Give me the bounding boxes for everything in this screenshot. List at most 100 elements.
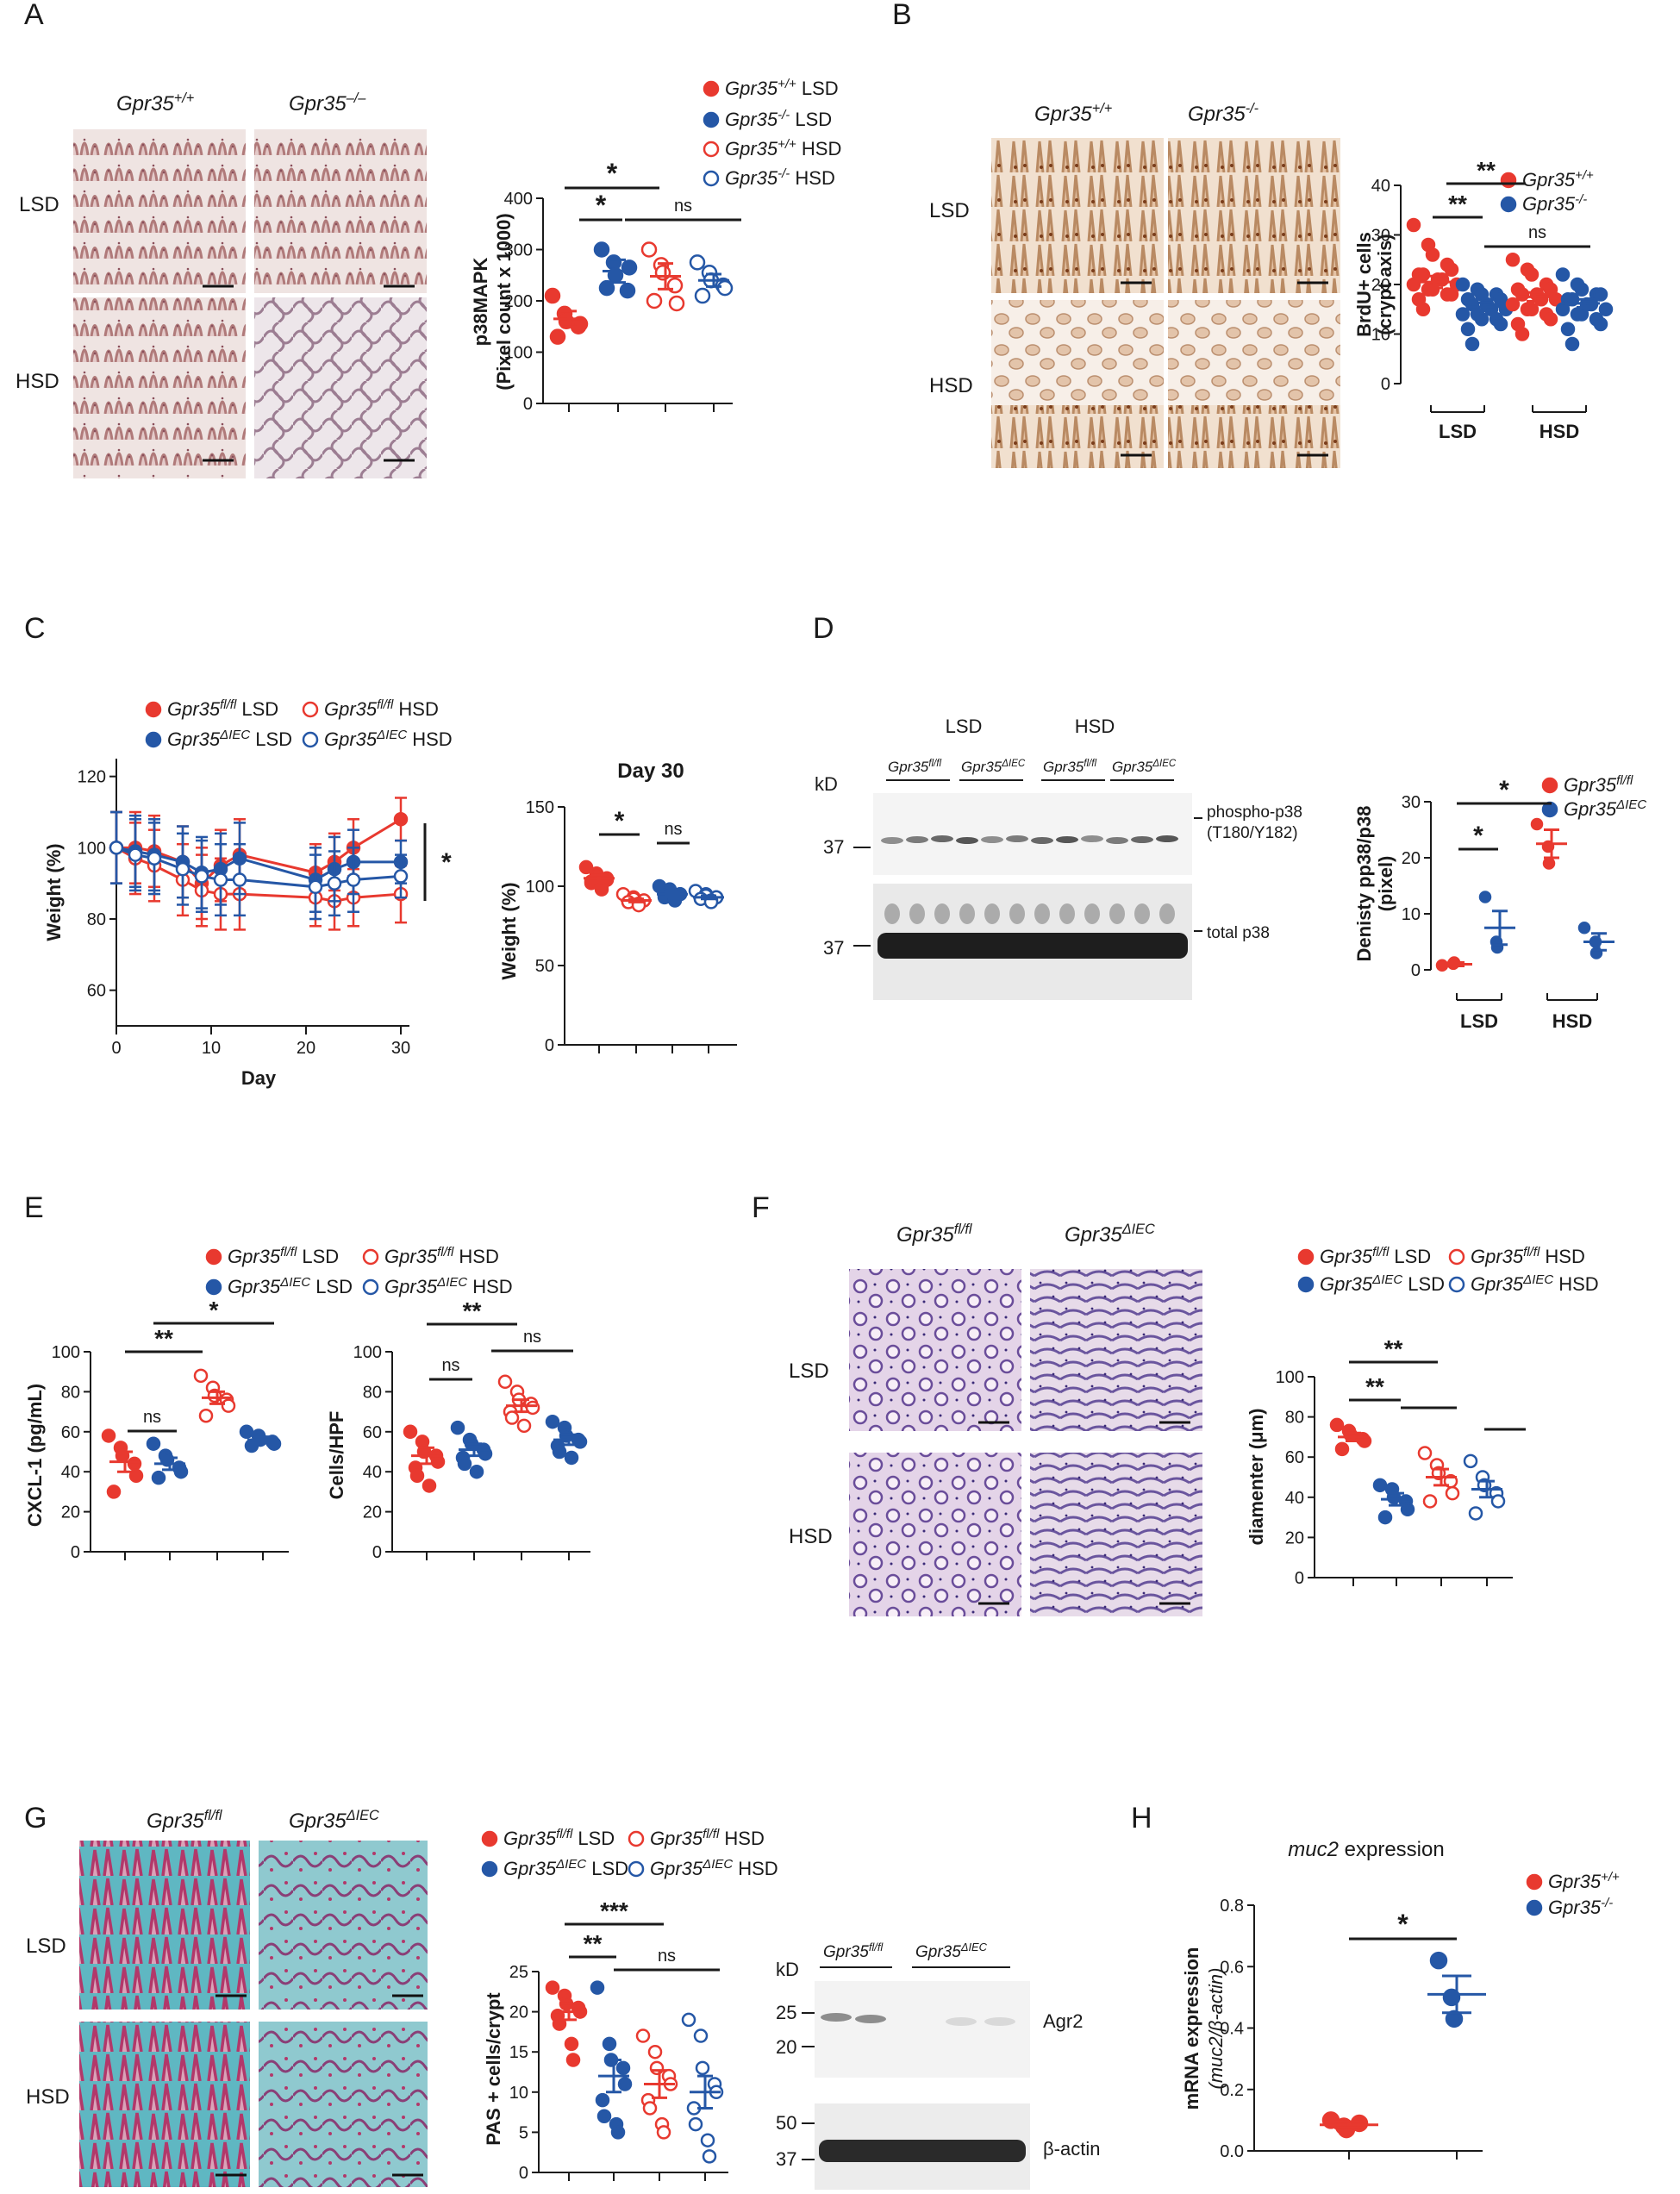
y-tick-label: 20 xyxy=(363,1503,382,1522)
y-axis-label: Weight (%) xyxy=(43,843,65,941)
column-label: Gpr35-/- xyxy=(1188,101,1259,126)
legend-label: Gpr35fl/fl HSD xyxy=(1471,1245,1585,1268)
blot-band xyxy=(855,2015,886,2023)
data-point xyxy=(1564,336,1580,352)
y-tick-label: 80 xyxy=(1285,1409,1304,1428)
panel-letter-H: H xyxy=(1131,1802,1152,1835)
data-point xyxy=(615,2060,631,2076)
group-label: LSD xyxy=(1439,421,1477,442)
lane-label: Gpr35ΔIEC xyxy=(1112,759,1177,775)
y-tick-label: 100 xyxy=(1276,1368,1304,1387)
legend-label: Gpr35fl/fl LSD xyxy=(167,697,278,721)
data-point xyxy=(1463,1453,1478,1469)
y-tick-label: 0 xyxy=(1381,375,1390,394)
y-axis-label: (pixel) xyxy=(1375,856,1396,912)
y-axis-label: Denisty pp38/p38 xyxy=(1353,806,1375,962)
data-point xyxy=(198,1408,214,1423)
legend-label: Gpr35fl/fl xyxy=(1564,773,1633,797)
y-tick-label: 30 xyxy=(1371,227,1390,246)
y-tick-label: 80 xyxy=(363,1383,382,1402)
legend-label: Gpr35fl/fl LSD xyxy=(503,1827,615,1850)
column-label: Gpr35fl/fl xyxy=(147,1808,222,1833)
y-tick-label: 100 xyxy=(526,878,554,897)
row-label: HSD xyxy=(26,2085,70,2109)
y-tick-label: 0 xyxy=(372,1543,382,1562)
data-point xyxy=(689,254,706,271)
data-point xyxy=(1474,312,1490,327)
significance-label: ** xyxy=(154,1325,173,1352)
significance-label: ** xyxy=(1384,1335,1403,1362)
blot-band xyxy=(1081,835,1103,842)
data-point xyxy=(1593,316,1608,332)
significance-label: ns xyxy=(441,1356,459,1375)
significance-label: * xyxy=(1473,822,1483,850)
y-tick-label: 0.2 xyxy=(1220,2081,1244,2100)
blot-band xyxy=(821,2013,852,2022)
y-axis-label: Weight (%) xyxy=(498,882,520,979)
y-tick-label: 20 xyxy=(509,2003,528,2022)
legend-marker xyxy=(628,1830,645,1847)
row-label: LSD xyxy=(929,199,970,222)
data-point xyxy=(393,812,409,827)
legend-marker xyxy=(1526,1873,1543,1891)
x-tick-label: 10 xyxy=(202,1039,221,1058)
panel-letter-D: D xyxy=(813,612,834,645)
blot-band xyxy=(1009,903,1025,924)
data-point xyxy=(1577,922,1591,934)
data-point xyxy=(594,882,609,897)
data-point xyxy=(1533,292,1549,307)
data-point xyxy=(497,1374,513,1390)
blot-band xyxy=(931,835,953,842)
band-label: phospho-p38 xyxy=(1207,803,1302,822)
legend-marker xyxy=(1500,172,1517,189)
y-tick-label: 400 xyxy=(504,190,533,209)
significance-label: ** xyxy=(1365,1373,1384,1400)
data-point xyxy=(1415,267,1431,282)
histology-image xyxy=(79,2022,250,2187)
data-point xyxy=(450,1420,465,1435)
y-axis-label: diamenter (μm) xyxy=(1246,1409,1267,1546)
legend-label: Gpr35fl/fl LSD xyxy=(1320,1245,1431,1268)
legend-marker xyxy=(1541,777,1558,794)
legend-marker xyxy=(362,1248,379,1266)
legend-marker xyxy=(1448,1248,1465,1266)
data-point xyxy=(1598,302,1614,316)
row-label: HSD xyxy=(929,374,973,397)
legend-label: Gpr35ΔIEC LSD xyxy=(503,1857,628,1880)
band-label: total p38 xyxy=(1207,924,1270,942)
data-point xyxy=(327,876,342,891)
blot-band xyxy=(819,2140,1026,2162)
data-point xyxy=(1593,287,1608,302)
y-tick-label: 40 xyxy=(1285,1489,1304,1508)
significance-label: ** xyxy=(1477,157,1496,184)
data-point xyxy=(1465,336,1480,352)
column-label: Gpr35fl/fl xyxy=(896,1222,972,1247)
data-point xyxy=(578,859,594,875)
lane-label: Gpr35ΔIEC xyxy=(915,1941,988,1962)
y-tick-label: 50 xyxy=(535,957,554,976)
y-tick-label: 40 xyxy=(363,1463,382,1482)
significance-label: ns xyxy=(1528,223,1546,242)
data-point xyxy=(595,2092,610,2108)
panel-letter-C: C xyxy=(24,612,46,645)
data-point xyxy=(1444,287,1459,302)
y-tick-label: 60 xyxy=(363,1423,382,1442)
blot-band xyxy=(1006,835,1028,842)
data-point xyxy=(700,2133,715,2147)
y-axis-label: Cells/HPF xyxy=(326,1411,347,1500)
row-label: HSD xyxy=(16,370,59,393)
data-point xyxy=(610,2125,626,2140)
histology-image xyxy=(1168,138,1340,293)
y-tick-label: 0.0 xyxy=(1220,2142,1244,2161)
y-tick-label: 300 xyxy=(504,241,533,260)
legend-marker xyxy=(1297,1276,1315,1293)
data-point xyxy=(469,1464,484,1479)
blot-band xyxy=(881,837,903,844)
blot-band xyxy=(1084,903,1100,924)
data-point xyxy=(552,1444,567,1460)
data-point xyxy=(649,2060,665,2076)
data-point xyxy=(232,872,247,887)
significance-label: * xyxy=(1397,1909,1408,1940)
y-tick-label: 0 xyxy=(1295,1569,1304,1588)
data-point xyxy=(1334,1441,1350,1457)
